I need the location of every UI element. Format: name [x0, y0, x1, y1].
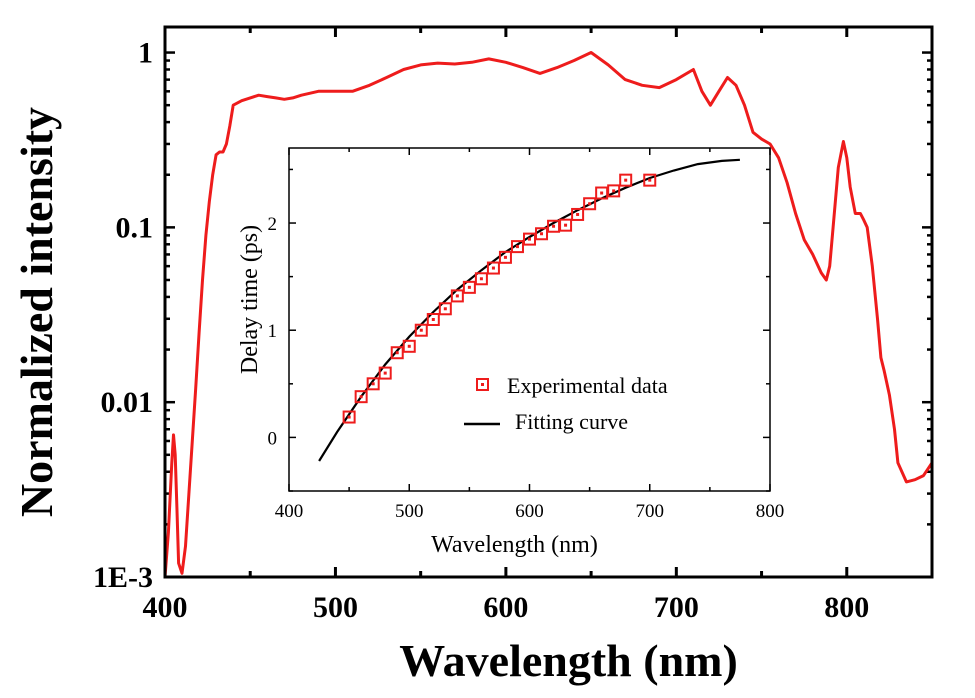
main-x-tick-labels: 400 500 600 700 800	[143, 591, 870, 624]
experimental-data-point-dot	[467, 285, 471, 289]
inset-y-tick-label: 1	[268, 321, 278, 342]
experimental-data-points	[342, 173, 657, 424]
experimental-data-point-dot	[503, 255, 507, 259]
inset-y-tick-label: 2	[268, 214, 278, 235]
inset-x-tick-labels: 400 500 600 700 800	[275, 501, 785, 522]
main-chart: 400 500 600 700 800 1 0.1 0.01 1E-3 Wavelength …	[11, 25, 934, 686]
experimental-data-point	[571, 207, 585, 221]
experimental-data-point	[498, 250, 512, 264]
inset-x-axis-title: Wavelength (nm)	[431, 532, 598, 558]
experimental-data-point	[559, 218, 573, 232]
inset-x-tick-label: 400	[275, 501, 304, 522]
fitting-curve-line	[318, 158, 740, 462]
experimental-data-point	[595, 186, 609, 200]
inset-y-tick-labels: 0 1 2	[268, 214, 278, 449]
experimental-data-point	[547, 219, 561, 233]
experimental-data-point	[474, 272, 488, 286]
legend-experimental-marker-dot	[481, 383, 484, 386]
inset-plot-frame	[288, 147, 771, 492]
experimental-data-point	[607, 184, 621, 198]
main-y-tick-label: 0.1	[116, 211, 154, 244]
experimental-data-point	[354, 390, 368, 404]
main-x-axis-title: Wavelength (nm)	[399, 635, 738, 686]
experimental-data-point	[619, 173, 633, 187]
main-plot-frame	[163, 25, 934, 579]
main-x-tick-label: 400	[143, 591, 188, 624]
inset-background	[289, 148, 770, 491]
inset-chart: 400 500 600 700 800 0 1 2 Wavelength (nm) Dela…	[237, 147, 785, 558]
experimental-data-point	[342, 410, 356, 424]
experimental-data-point-dot	[479, 277, 483, 281]
experimental-data-point-dot	[528, 237, 531, 241]
experimental-data-point-dot	[612, 189, 616, 193]
main-x-tick-label: 600	[483, 591, 528, 624]
experimental-data-point-dot	[576, 212, 580, 216]
legend-fitting-label: Fitting curve	[515, 409, 628, 434]
inset-tick-marks	[288, 148, 771, 492]
inset-x-tick-label: 700	[636, 501, 665, 522]
experimental-data-point-dot	[419, 328, 423, 332]
experimental-data-point	[523, 232, 536, 246]
experimental-data-point	[583, 197, 597, 211]
experimental-data-point-dot	[564, 223, 568, 227]
inset-x-tick-label: 800	[756, 501, 785, 522]
experimental-data-point	[366, 377, 380, 391]
experimental-data-point	[414, 323, 428, 337]
inset-y-tick-label: 0	[268, 428, 278, 449]
inset-legend: Experimental data Fitting curve	[464, 373, 668, 434]
main-y-tick-label: 0.01	[101, 386, 154, 419]
experimental-data-point-dot	[540, 232, 544, 236]
experimental-data-point	[462, 280, 476, 294]
experimental-data-point	[643, 173, 657, 187]
main-x-tick-label: 800	[824, 591, 869, 624]
experimental-data-point	[535, 227, 549, 241]
inset-y-axis-title: Delay time (ps)	[237, 225, 263, 374]
experimental-data-point	[426, 313, 440, 326]
main-x-tick-label: 500	[313, 591, 358, 624]
main-y-tick-label: 1	[138, 37, 153, 70]
main-x-tick-label: 700	[654, 591, 699, 624]
legend-experimental-marker	[476, 378, 489, 391]
legend-experimental-label: Experimental data	[507, 373, 668, 398]
experimental-data-point-dot	[515, 245, 519, 249]
experimental-data-point	[510, 240, 524, 254]
experimental-data-point	[438, 302, 452, 316]
experimental-data-point-dot	[383, 371, 387, 375]
experimental-data-point-dot	[395, 351, 399, 355]
inset-x-tick-label: 600	[515, 501, 544, 522]
inset-x-tick-label: 500	[395, 501, 424, 522]
experimental-data-point-dot	[648, 178, 652, 182]
main-y-tick-labels: 1 0.1 0.01 1E-3	[93, 37, 153, 594]
experimental-data-point-dot	[359, 395, 363, 399]
experimental-data-point	[450, 289, 464, 303]
main-y-axis-title: Normalized intensity	[11, 107, 62, 517]
experimental-data-point-dot	[443, 307, 447, 311]
experimental-data-point-dot	[431, 318, 435, 321]
experimental-data-point-dot	[407, 344, 411, 348]
main-y-tick-label: 1E-3	[93, 561, 153, 594]
experimental-data-point	[486, 261, 500, 275]
experimental-data-point-dot	[371, 382, 375, 386]
experimental-data-point	[402, 339, 416, 353]
experimental-data-point-dot	[624, 178, 628, 182]
experimental-data-point-dot	[552, 224, 556, 228]
experimental-data-point-dot	[491, 266, 495, 270]
experimental-data-point-dot	[455, 294, 459, 298]
experimental-data-point-dot	[600, 191, 604, 195]
experimental-data-point	[378, 366, 392, 380]
experimental-data-point-dot	[588, 202, 592, 206]
intensity-spectrum-line	[163, 51, 934, 578]
experimental-data-point-dot	[347, 415, 351, 419]
experimental-data-point	[390, 346, 404, 360]
